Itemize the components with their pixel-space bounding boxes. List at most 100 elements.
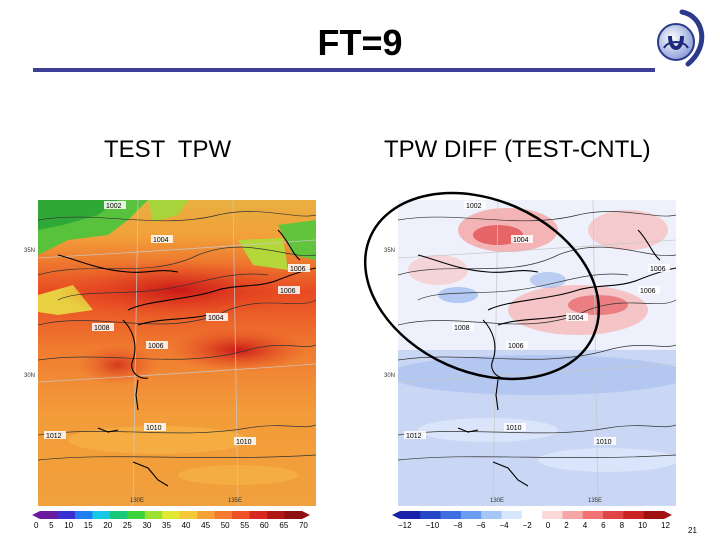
right-colorbar-tick-label: 6 bbox=[601, 521, 606, 530]
right-colorbar-tick-label: −12 bbox=[398, 521, 412, 530]
lon-label: 130E bbox=[130, 498, 144, 504]
right-colorbar-tick-label: 8 bbox=[619, 521, 625, 530]
right-colorbar-tick-label: −6 bbox=[476, 521, 486, 530]
left-colorbar-end-left bbox=[32, 511, 40, 519]
left-colorbar-tick-label: 30 bbox=[142, 521, 152, 530]
left-colorbar-segment bbox=[232, 511, 251, 519]
isobar-label: 1010 bbox=[146, 425, 162, 432]
left-colorbar-segment bbox=[57, 511, 76, 519]
isobar-label: 1008 bbox=[454, 325, 470, 332]
right-colorbar-tick-label: 4 bbox=[582, 521, 588, 530]
left-colorbar bbox=[32, 511, 310, 519]
isobar-label: 1012 bbox=[46, 433, 62, 440]
left-colorbar-tick-label: 60 bbox=[259, 521, 269, 530]
left-tpw-map: 1002 1004 1006 1006 1004 1008 1006 1012 … bbox=[38, 200, 316, 506]
right-colorbar-segment bbox=[481, 511, 503, 519]
right-colorbar-end-right bbox=[664, 511, 672, 519]
left-colorbar-ticks: 0 5 10 15 20 25 30 35 40 45 50 55 60 65 70 bbox=[34, 521, 308, 531]
left-colorbar-segment bbox=[144, 511, 163, 519]
right-colorbar-segment bbox=[603, 511, 624, 519]
right-colorbar-tick-label: 0 bbox=[545, 521, 551, 530]
lon-label: 135E bbox=[588, 498, 602, 504]
highlight-ellipse bbox=[363, 191, 601, 381]
right-colorbar-segment bbox=[643, 511, 665, 519]
isobar-label: 1008 bbox=[94, 325, 110, 332]
left-colorbar-segment bbox=[179, 511, 198, 519]
left-colorbar-end-right bbox=[302, 511, 310, 519]
left-colorbar-tick-label: 20 bbox=[103, 521, 113, 530]
right-colorbar-tick-label: −4 bbox=[499, 521, 509, 530]
right-colorbar-segment bbox=[400, 511, 421, 519]
left-colorbar-tick-label: 65 bbox=[279, 521, 289, 530]
left-colorbar-segment bbox=[92, 511, 111, 519]
lat-label: 30N bbox=[24, 373, 36, 379]
left-colorbar-tick-label: 25 bbox=[122, 521, 132, 530]
isobar-label: 1012 bbox=[406, 433, 422, 440]
left-colorbar-tick-label: 55 bbox=[240, 521, 250, 530]
lat-label: 35N bbox=[24, 248, 36, 254]
isobar-label: 1006 bbox=[290, 266, 306, 273]
left-colorbar-segment bbox=[74, 511, 93, 519]
left-colorbar-segment bbox=[127, 511, 146, 519]
left-colorbar-tick-label: 40 bbox=[181, 521, 191, 530]
right-colorbar-end-left bbox=[392, 511, 400, 519]
right-colorbar-tick-label: −10 bbox=[425, 521, 440, 530]
left-colorbar-tick-label: 50 bbox=[220, 521, 230, 530]
right-colorbar-tick-label: −2 bbox=[522, 521, 532, 530]
left-colorbar-tick-label: 5 bbox=[49, 521, 54, 530]
right-colorbar bbox=[392, 511, 672, 519]
isobar-label: 1002 bbox=[466, 203, 482, 210]
right-colorbar-ticks: −12 −10 −8 −6 −4 −2 0 2 4 6 8 10 12 bbox=[398, 521, 670, 531]
right-colorbar-segment bbox=[440, 511, 462, 519]
right-colorbar-segment bbox=[521, 511, 543, 519]
isobar-label: 1004 bbox=[568, 315, 584, 322]
left-colorbar-tick-label: 45 bbox=[201, 521, 211, 530]
isobar-label: 1010 bbox=[236, 439, 252, 446]
isobar-label: 1006 bbox=[280, 288, 296, 295]
lat-label: 30N bbox=[384, 373, 396, 379]
right-colorbar-segment bbox=[420, 511, 442, 519]
left-colorbar-segment bbox=[214, 511, 233, 519]
right-colorbar-tick-label: 2 bbox=[564, 521, 569, 530]
left-colorbar-segment bbox=[197, 511, 216, 519]
isobar-label: 1006 bbox=[148, 343, 164, 350]
right-colorbar-segment bbox=[501, 511, 523, 519]
title-divider bbox=[33, 68, 655, 72]
right-colorbar-segment bbox=[623, 511, 645, 519]
isobar-label: 1002 bbox=[106, 203, 122, 210]
isobar-label: 1006 bbox=[508, 343, 524, 350]
isobar-label: 1006 bbox=[640, 288, 656, 295]
isobar-label: 1010 bbox=[596, 439, 612, 446]
page-number: 21 bbox=[688, 526, 697, 535]
left-colorbar-tick-label: 15 bbox=[83, 521, 93, 530]
left-colorbar-segment bbox=[249, 511, 268, 519]
isobar-label: 1004 bbox=[208, 315, 224, 322]
left-colorbar-segment bbox=[162, 511, 181, 519]
organization-logo bbox=[657, 9, 705, 67]
left-panel-label: TEST TPW bbox=[104, 136, 232, 163]
left-colorbar-segment bbox=[40, 511, 58, 519]
right-colorbar-tick-label: 10 bbox=[638, 521, 647, 530]
left-colorbar-tick-label: 0 bbox=[34, 521, 39, 530]
isobar-label: 1004 bbox=[513, 237, 529, 244]
left-colorbar-tick-label: 10 bbox=[64, 521, 74, 530]
left-colorbar-segment bbox=[284, 511, 303, 519]
lon-label: 130E bbox=[490, 498, 504, 504]
left-colorbar-tick-label: 35 bbox=[162, 521, 171, 530]
right-colorbar-segment bbox=[582, 511, 604, 519]
right-colorbar-segment bbox=[460, 511, 482, 519]
left-colorbar-tick-label: 70 bbox=[298, 521, 308, 530]
right-colorbar-tick-label: 12 bbox=[661, 521, 670, 530]
right-colorbar-segment bbox=[562, 511, 584, 519]
left-colorbar-segment bbox=[267, 511, 286, 519]
left-colorbar-segment bbox=[109, 511, 128, 519]
lon-label: 135E bbox=[228, 498, 242, 504]
right-panel-label: TPW DIFF (TEST-CNTL) bbox=[384, 136, 651, 163]
slide-title: FT=9 bbox=[317, 22, 403, 63]
right-colorbar-tick-label: −8 bbox=[453, 521, 463, 530]
right-colorbar-segment bbox=[542, 511, 563, 519]
isobar-label: 1006 bbox=[650, 266, 666, 273]
isobar-label: 1010 bbox=[506, 425, 522, 432]
lat-label: 35N bbox=[384, 248, 396, 254]
isobar-label: 1004 bbox=[153, 237, 169, 244]
